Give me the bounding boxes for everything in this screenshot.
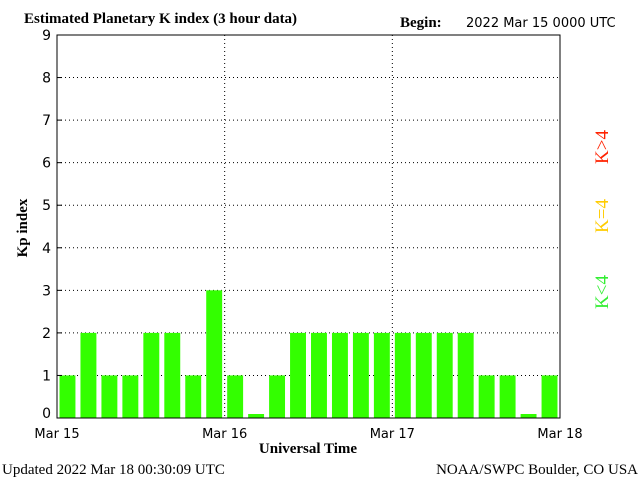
kp-bar	[101, 375, 118, 418]
plot-frame	[56, 34, 561, 419]
kp-bar	[478, 375, 495, 418]
kp-bar	[394, 332, 411, 418]
y-axis-label: Kp index	[15, 198, 31, 257]
legend-k-gt4: K>4	[592, 130, 613, 164]
kp-bar	[331, 332, 348, 418]
updated-timestamp: Updated 2022 Mar 18 00:30:09 UTC	[2, 462, 225, 478]
y-tick-label: 9	[42, 28, 51, 44]
y-tick-label: 5	[42, 198, 51, 214]
y-tick-label: 2	[42, 326, 51, 342]
y-tick-label: 8	[42, 71, 51, 87]
x-axis-ticks: Mar 15 Mar 16 Mar 17 Mar 18	[34, 427, 582, 442]
y-tick-label: 1	[42, 368, 51, 384]
grid-lines	[57, 35, 560, 418]
kp-bar	[311, 332, 327, 418]
kp-bar	[59, 375, 76, 418]
x-tick-label: Mar 16	[202, 427, 247, 442]
begin-label: Begin:	[400, 15, 442, 31]
legend-k-lt4: K<4	[592, 275, 613, 309]
kp-bar	[541, 375, 558, 418]
kp-bar	[373, 332, 390, 418]
kp-bar	[352, 332, 369, 418]
kp-bar	[248, 414, 265, 418]
x-tick-label: Mar 17	[370, 427, 415, 442]
legend-k-eq4: K=4	[592, 199, 613, 233]
y-tick-label: 0	[42, 406, 51, 422]
kp-bar	[269, 375, 286, 418]
kp-bar	[80, 332, 97, 418]
credit-text: NOAA/SWPC Boulder, CO USA	[436, 462, 638, 478]
legend: K<4 K=4 K>4	[592, 130, 613, 309]
kp-bar	[436, 332, 453, 418]
kp-bar	[520, 414, 537, 418]
kp-bar	[164, 332, 181, 418]
kp-bar	[290, 332, 306, 418]
y-tick-label: 6	[42, 156, 51, 172]
kp-bar	[457, 332, 474, 418]
y-axis-ticks: 0 1 2 3 4 5 6 7 8 9	[42, 28, 62, 422]
kp-bar	[227, 375, 244, 418]
x-axis-label: Universal Time	[259, 441, 358, 457]
x-tick-label: Mar 15	[34, 427, 79, 442]
kp-bar	[499, 375, 516, 418]
begin-value: 2022 Mar 15 0000 UTC	[466, 16, 616, 31]
chart-title: Estimated Planetary K index (3 hour data…	[24, 11, 297, 27]
y-tick-label: 7	[42, 113, 51, 129]
y-tick-label: 3	[42, 283, 51, 299]
kp-bar	[415, 332, 432, 418]
x-tick-label: Mar 18	[537, 427, 582, 442]
y-tick-label: 4	[42, 241, 51, 257]
kp-bar	[122, 375, 139, 418]
kp-bar	[185, 375, 202, 418]
kp-bar	[143, 332, 160, 418]
bars	[59, 290, 558, 418]
kp-bar	[206, 290, 223, 418]
